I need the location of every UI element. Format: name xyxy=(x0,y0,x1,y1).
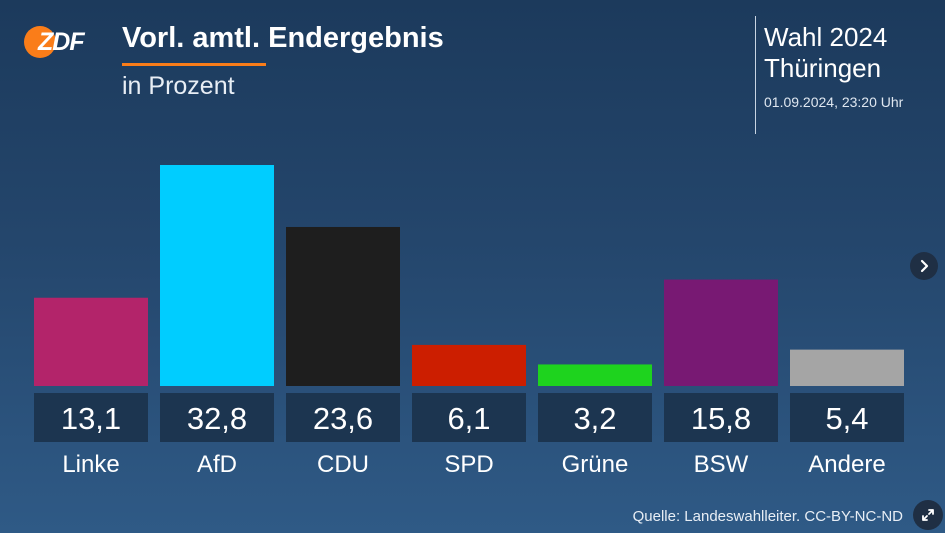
header-divider xyxy=(755,16,756,134)
category-label-5: BSW xyxy=(694,451,749,478)
category-label-0: Linke xyxy=(62,451,119,478)
chevron-right-icon xyxy=(920,259,929,273)
category-label-4: Grüne xyxy=(562,451,629,478)
chart-title: Vorl. amtl. Endergebnis xyxy=(122,22,444,54)
bar-1 xyxy=(160,165,274,386)
category-label-1: AfD xyxy=(197,451,237,478)
election-region: Thüringen xyxy=(764,53,882,83)
value-box-6 xyxy=(790,393,904,442)
value-label-0: 13,1 xyxy=(61,401,121,436)
expand-icon xyxy=(922,509,934,521)
bar-0 xyxy=(34,297,148,386)
value-box-2 xyxy=(286,393,400,442)
value-box-0 xyxy=(34,393,148,442)
category-label-6: Andere xyxy=(808,451,885,478)
zdf-logo: ZDF xyxy=(24,26,90,58)
source-credit: Quelle: Landeswahlleiter. CC-BY-NC-ND xyxy=(632,508,903,525)
expand-button[interactable] xyxy=(913,500,943,530)
bar-4 xyxy=(538,364,652,386)
bar-6 xyxy=(790,349,904,386)
value-label-3: 6,1 xyxy=(447,401,490,436)
bar-2 xyxy=(286,226,400,386)
value-label-4: 3,2 xyxy=(573,401,616,436)
value-label-6: 5,4 xyxy=(825,401,868,436)
value-label-5: 15,8 xyxy=(691,401,751,436)
value-box-1 xyxy=(160,393,274,442)
value-box-5 xyxy=(664,393,778,442)
next-chart-button[interactable] xyxy=(910,252,938,280)
value-box-3 xyxy=(412,393,526,442)
category-label-2: CDU xyxy=(317,451,369,478)
election-info: Wahl 2024 Thüringen xyxy=(764,22,887,84)
election-name: Wahl 2024 xyxy=(764,22,888,52)
bar-3 xyxy=(412,344,526,386)
election-timestamp: 01.09.2024, 23:20 Uhr xyxy=(764,94,904,110)
value-label-2: 23,6 xyxy=(313,401,373,436)
value-box-4 xyxy=(538,393,652,442)
logo-text: ZDF xyxy=(38,28,85,56)
logo-circle xyxy=(24,26,56,58)
title-underline xyxy=(122,63,266,66)
chart-subtitle: in Prozent xyxy=(122,72,235,100)
value-label-1: 32,8 xyxy=(187,401,247,436)
category-label-3: SPD xyxy=(444,451,493,478)
bar-5 xyxy=(664,279,778,386)
